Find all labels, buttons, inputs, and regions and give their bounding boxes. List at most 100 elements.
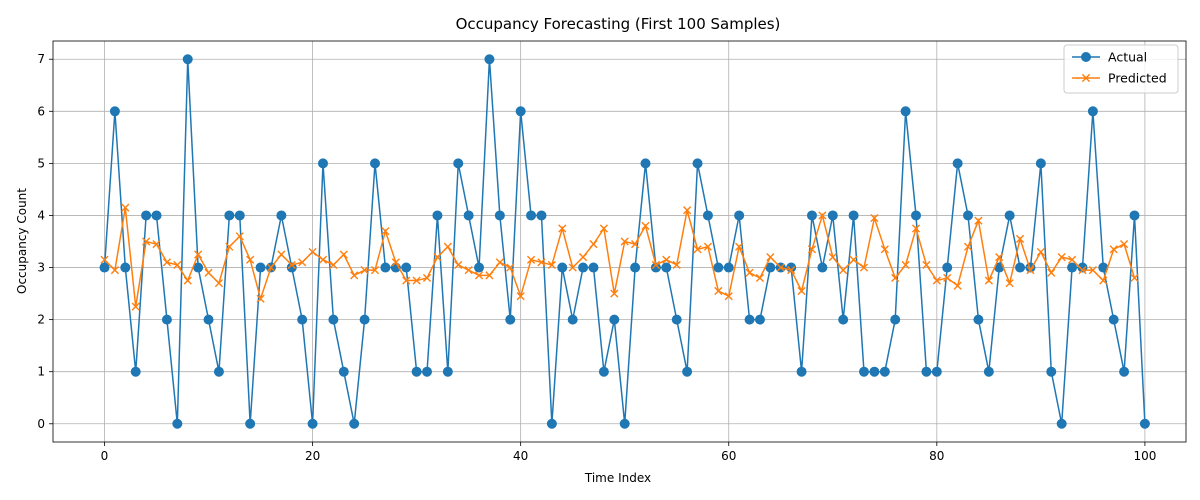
predicted-point [839, 266, 848, 275]
y-tick-label: 0 [37, 417, 45, 431]
actual-point [578, 262, 589, 273]
actual-point [1056, 418, 1067, 429]
actual-point [411, 366, 422, 377]
actual-point [1129, 210, 1140, 221]
actual-point [359, 314, 370, 325]
actual-point [526, 210, 537, 221]
actual-point [1139, 418, 1150, 429]
actual-point [609, 314, 620, 325]
predicted-point [943, 273, 952, 283]
predicted-point [537, 258, 546, 267]
actual-point [463, 210, 474, 221]
actual-point [515, 106, 526, 117]
predicted-point [1120, 240, 1129, 249]
predicted-point [922, 260, 931, 270]
predicted-point [787, 266, 796, 275]
actual-point [817, 262, 828, 273]
actual-point [161, 314, 172, 325]
actual-point [848, 210, 859, 221]
predicted-point [110, 266, 119, 275]
actual-point [619, 418, 630, 429]
predicted-point [911, 224, 921, 233]
predicted-point [287, 260, 296, 270]
x-tick-label: 60 [721, 449, 736, 463]
predicted-point [214, 279, 224, 288]
predicted-point [1047, 268, 1056, 277]
predicted-point [849, 255, 858, 264]
predicted-point [766, 253, 775, 262]
x-axis-label: Time Index [584, 471, 651, 485]
actual-point [567, 314, 578, 325]
predicted-point [443, 242, 452, 251]
predicted-point [859, 263, 869, 272]
predicted-point [256, 294, 265, 303]
actual-point [474, 262, 485, 273]
predicted-point [204, 268, 213, 277]
predicted-point [1057, 253, 1066, 262]
actual-point [713, 262, 724, 273]
predicted-point [995, 253, 1004, 262]
predicted-point [578, 253, 588, 262]
predicted-point [631, 240, 640, 249]
actual-point [546, 418, 557, 429]
actual-point [370, 158, 381, 169]
actual-point [317, 158, 328, 169]
predicted-point [454, 260, 463, 270]
actual-point [276, 210, 287, 221]
actual-point [692, 158, 703, 169]
predicted-point [599, 224, 608, 233]
predicted-point [152, 240, 161, 249]
actual-point [255, 262, 266, 273]
actual-point [588, 262, 599, 273]
actual-point [297, 314, 308, 325]
predicted-point [1067, 255, 1077, 264]
predicted-point [963, 242, 973, 251]
predicted-series-line [103, 207, 1136, 307]
predicted-point [298, 258, 307, 267]
x-tick-label: 20 [305, 449, 320, 463]
actual-point [380, 262, 391, 273]
predicted-point [828, 253, 837, 262]
predicted-point [402, 276, 411, 285]
actual-point [1087, 106, 1098, 117]
predicted-point [506, 263, 515, 272]
actual-point [109, 106, 120, 117]
predicted-point [1099, 276, 1108, 285]
predicted-point [620, 237, 629, 246]
actual-point [182, 54, 193, 65]
predicted-point [547, 260, 556, 270]
predicted-point [246, 255, 255, 264]
predicted-point [589, 240, 598, 249]
actual-point [557, 262, 568, 273]
predicted-point [714, 286, 723, 296]
predicted-point [121, 203, 130, 212]
actual-point [734, 210, 745, 221]
predicted-point [703, 242, 713, 251]
y-tick-label: 1 [37, 365, 45, 379]
predicted-point [558, 224, 567, 233]
predicted-point [1078, 266, 1087, 275]
actual-point [723, 262, 734, 273]
actual-point [536, 210, 547, 221]
actual-point [931, 366, 942, 377]
plot-frame [52, 40, 1187, 443]
predicted-point [433, 253, 442, 262]
actual-point [1004, 210, 1015, 221]
actual-point [99, 262, 110, 273]
predicted-point [266, 263, 276, 272]
predicted-point [724, 292, 733, 301]
actual-point [349, 418, 360, 429]
predicted-point [474, 271, 484, 280]
predicted-point [1015, 234, 1025, 243]
actual-point [1046, 366, 1057, 377]
actual-point [942, 262, 953, 273]
actual-point [890, 314, 901, 325]
predicted-point [391, 258, 400, 267]
actual-point [806, 210, 817, 221]
predicted-point [100, 255, 109, 264]
actual-point [973, 314, 984, 325]
predicted-point [891, 273, 900, 283]
predicted-point [495, 258, 504, 267]
predicted-point [953, 281, 962, 290]
